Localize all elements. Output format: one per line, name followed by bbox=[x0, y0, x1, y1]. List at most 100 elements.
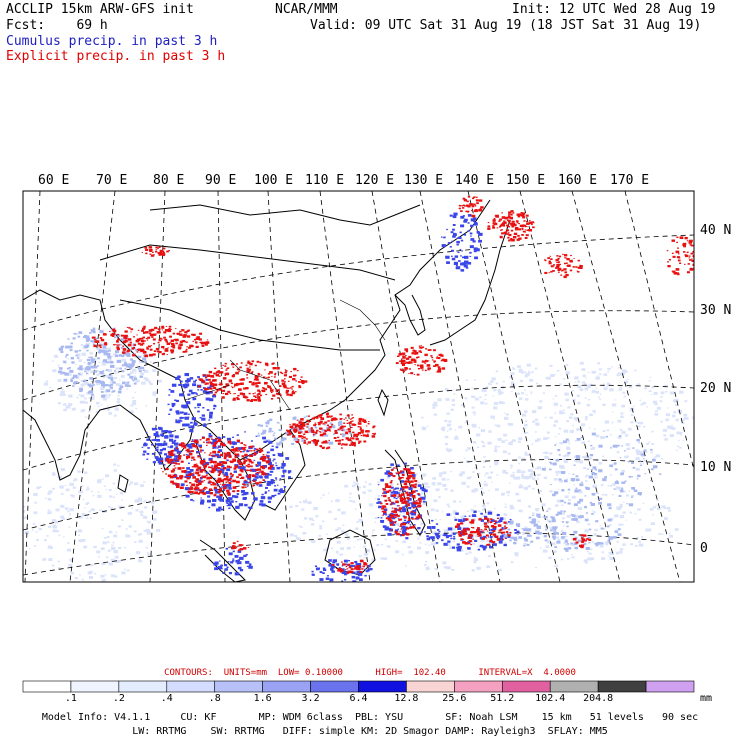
lon-label-170e: 170 E bbox=[610, 173, 649, 188]
precip-speckle bbox=[419, 535, 421, 537]
precip-speckle bbox=[487, 521, 490, 523]
precip-speckle bbox=[631, 476, 634, 478]
precip-speckle bbox=[442, 471, 447, 475]
precip-speckle bbox=[406, 521, 410, 524]
precip-speckle bbox=[315, 515, 319, 518]
precip-speckle bbox=[88, 410, 91, 413]
precip-speckle bbox=[350, 426, 353, 429]
precip-speckle bbox=[186, 346, 188, 348]
precip-speckle bbox=[319, 420, 323, 423]
precip-speckle bbox=[646, 443, 649, 445]
precip-speckle bbox=[298, 431, 302, 434]
precip-speckle bbox=[420, 351, 422, 353]
precip-speckle bbox=[360, 435, 363, 437]
precip-speckle bbox=[226, 451, 231, 455]
precip-speckle bbox=[402, 522, 406, 526]
precip-speckle bbox=[214, 391, 218, 394]
precip-speckle bbox=[639, 421, 643, 425]
precip-speckle bbox=[687, 263, 690, 265]
precip-speckle bbox=[435, 509, 439, 512]
precip-speckle bbox=[206, 438, 210, 441]
precip-speckle bbox=[558, 478, 562, 481]
precip-speckle bbox=[446, 543, 451, 546]
precip-speckle bbox=[184, 331, 187, 334]
precip-speckle bbox=[482, 530, 485, 532]
precip-speckle bbox=[505, 533, 508, 535]
precip-speckle bbox=[305, 438, 308, 440]
precip-speckle bbox=[675, 250, 680, 254]
title-left: ACCLIP 15km ARW-GFS init bbox=[6, 2, 194, 17]
precip-speckle bbox=[298, 525, 301, 527]
precip-speckle bbox=[294, 535, 298, 537]
precip-speckle bbox=[588, 399, 591, 401]
precip-speckle bbox=[543, 535, 547, 538]
precip-speckle bbox=[480, 519, 484, 522]
precip-speckle bbox=[552, 493, 556, 497]
precip-speckle bbox=[291, 388, 293, 390]
precip-speckle bbox=[484, 394, 487, 396]
precip-speckle bbox=[295, 537, 300, 540]
precip-speckle bbox=[117, 525, 121, 528]
precip-speckle bbox=[574, 514, 578, 518]
precip-speckle bbox=[625, 443, 630, 446]
precip-speckle bbox=[313, 506, 318, 510]
precip-speckle bbox=[587, 557, 592, 561]
precip-speckle bbox=[279, 371, 282, 374]
precip-speckle bbox=[389, 472, 393, 476]
precip-speckle bbox=[516, 222, 519, 224]
precip-speckle bbox=[57, 560, 60, 563]
precip-speckle bbox=[201, 475, 203, 477]
precip-speckle bbox=[209, 381, 213, 384]
precip-speckle bbox=[618, 388, 622, 391]
precip-speckle bbox=[268, 458, 271, 461]
precip-speckle bbox=[215, 437, 218, 440]
precip-speckle bbox=[651, 430, 654, 433]
precip-speckle bbox=[75, 354, 78, 357]
precip-speckle bbox=[300, 382, 302, 383]
precip-speckle bbox=[617, 419, 622, 423]
precip-speckle bbox=[271, 481, 275, 484]
precip-speckle bbox=[531, 371, 534, 374]
precip-speckle bbox=[148, 381, 152, 384]
precip-speckle bbox=[181, 329, 185, 332]
precip-speckle bbox=[243, 483, 246, 486]
precip-speckle bbox=[217, 462, 220, 465]
precip-speckle bbox=[414, 364, 416, 366]
precip-speckle bbox=[47, 511, 52, 515]
precip-speckle bbox=[499, 218, 503, 221]
precip-speckle bbox=[424, 353, 428, 357]
precip-speckle bbox=[495, 463, 498, 466]
precip-speckle bbox=[265, 460, 270, 464]
precip-speckle bbox=[555, 504, 559, 507]
precip-speckle bbox=[664, 384, 668, 388]
precip-speckle bbox=[125, 334, 128, 337]
precip-speckle bbox=[506, 224, 509, 226]
precip-speckle bbox=[410, 480, 414, 483]
precip-speckle bbox=[172, 344, 176, 347]
precip-speckle bbox=[492, 530, 496, 533]
precip-speckle bbox=[133, 377, 138, 380]
precip-speckle bbox=[47, 492, 51, 495]
precip-speckle bbox=[492, 527, 497, 531]
precip-speckle bbox=[154, 326, 158, 330]
precip-speckle bbox=[302, 423, 305, 425]
precip-speckle bbox=[171, 402, 176, 406]
precip-speckle bbox=[548, 262, 552, 265]
precip-speckle bbox=[230, 480, 233, 482]
precip-speckle bbox=[530, 391, 533, 393]
precip-speckle bbox=[158, 451, 163, 455]
precip-speckle bbox=[248, 564, 252, 566]
precip-speckle bbox=[385, 503, 389, 505]
precip-speckle bbox=[229, 439, 231, 441]
precip-speckle bbox=[606, 435, 609, 438]
precip-speckle bbox=[689, 259, 692, 261]
precip-speckle bbox=[195, 468, 199, 471]
precip-speckle bbox=[258, 503, 263, 506]
precip-speckle bbox=[195, 345, 199, 348]
precip-speckle bbox=[465, 450, 467, 452]
precip-speckle bbox=[147, 553, 151, 556]
precip-speckle bbox=[598, 444, 603, 448]
precip-speckle bbox=[86, 502, 90, 504]
precip-speckle bbox=[518, 228, 522, 231]
precip-speckle bbox=[252, 469, 257, 472]
